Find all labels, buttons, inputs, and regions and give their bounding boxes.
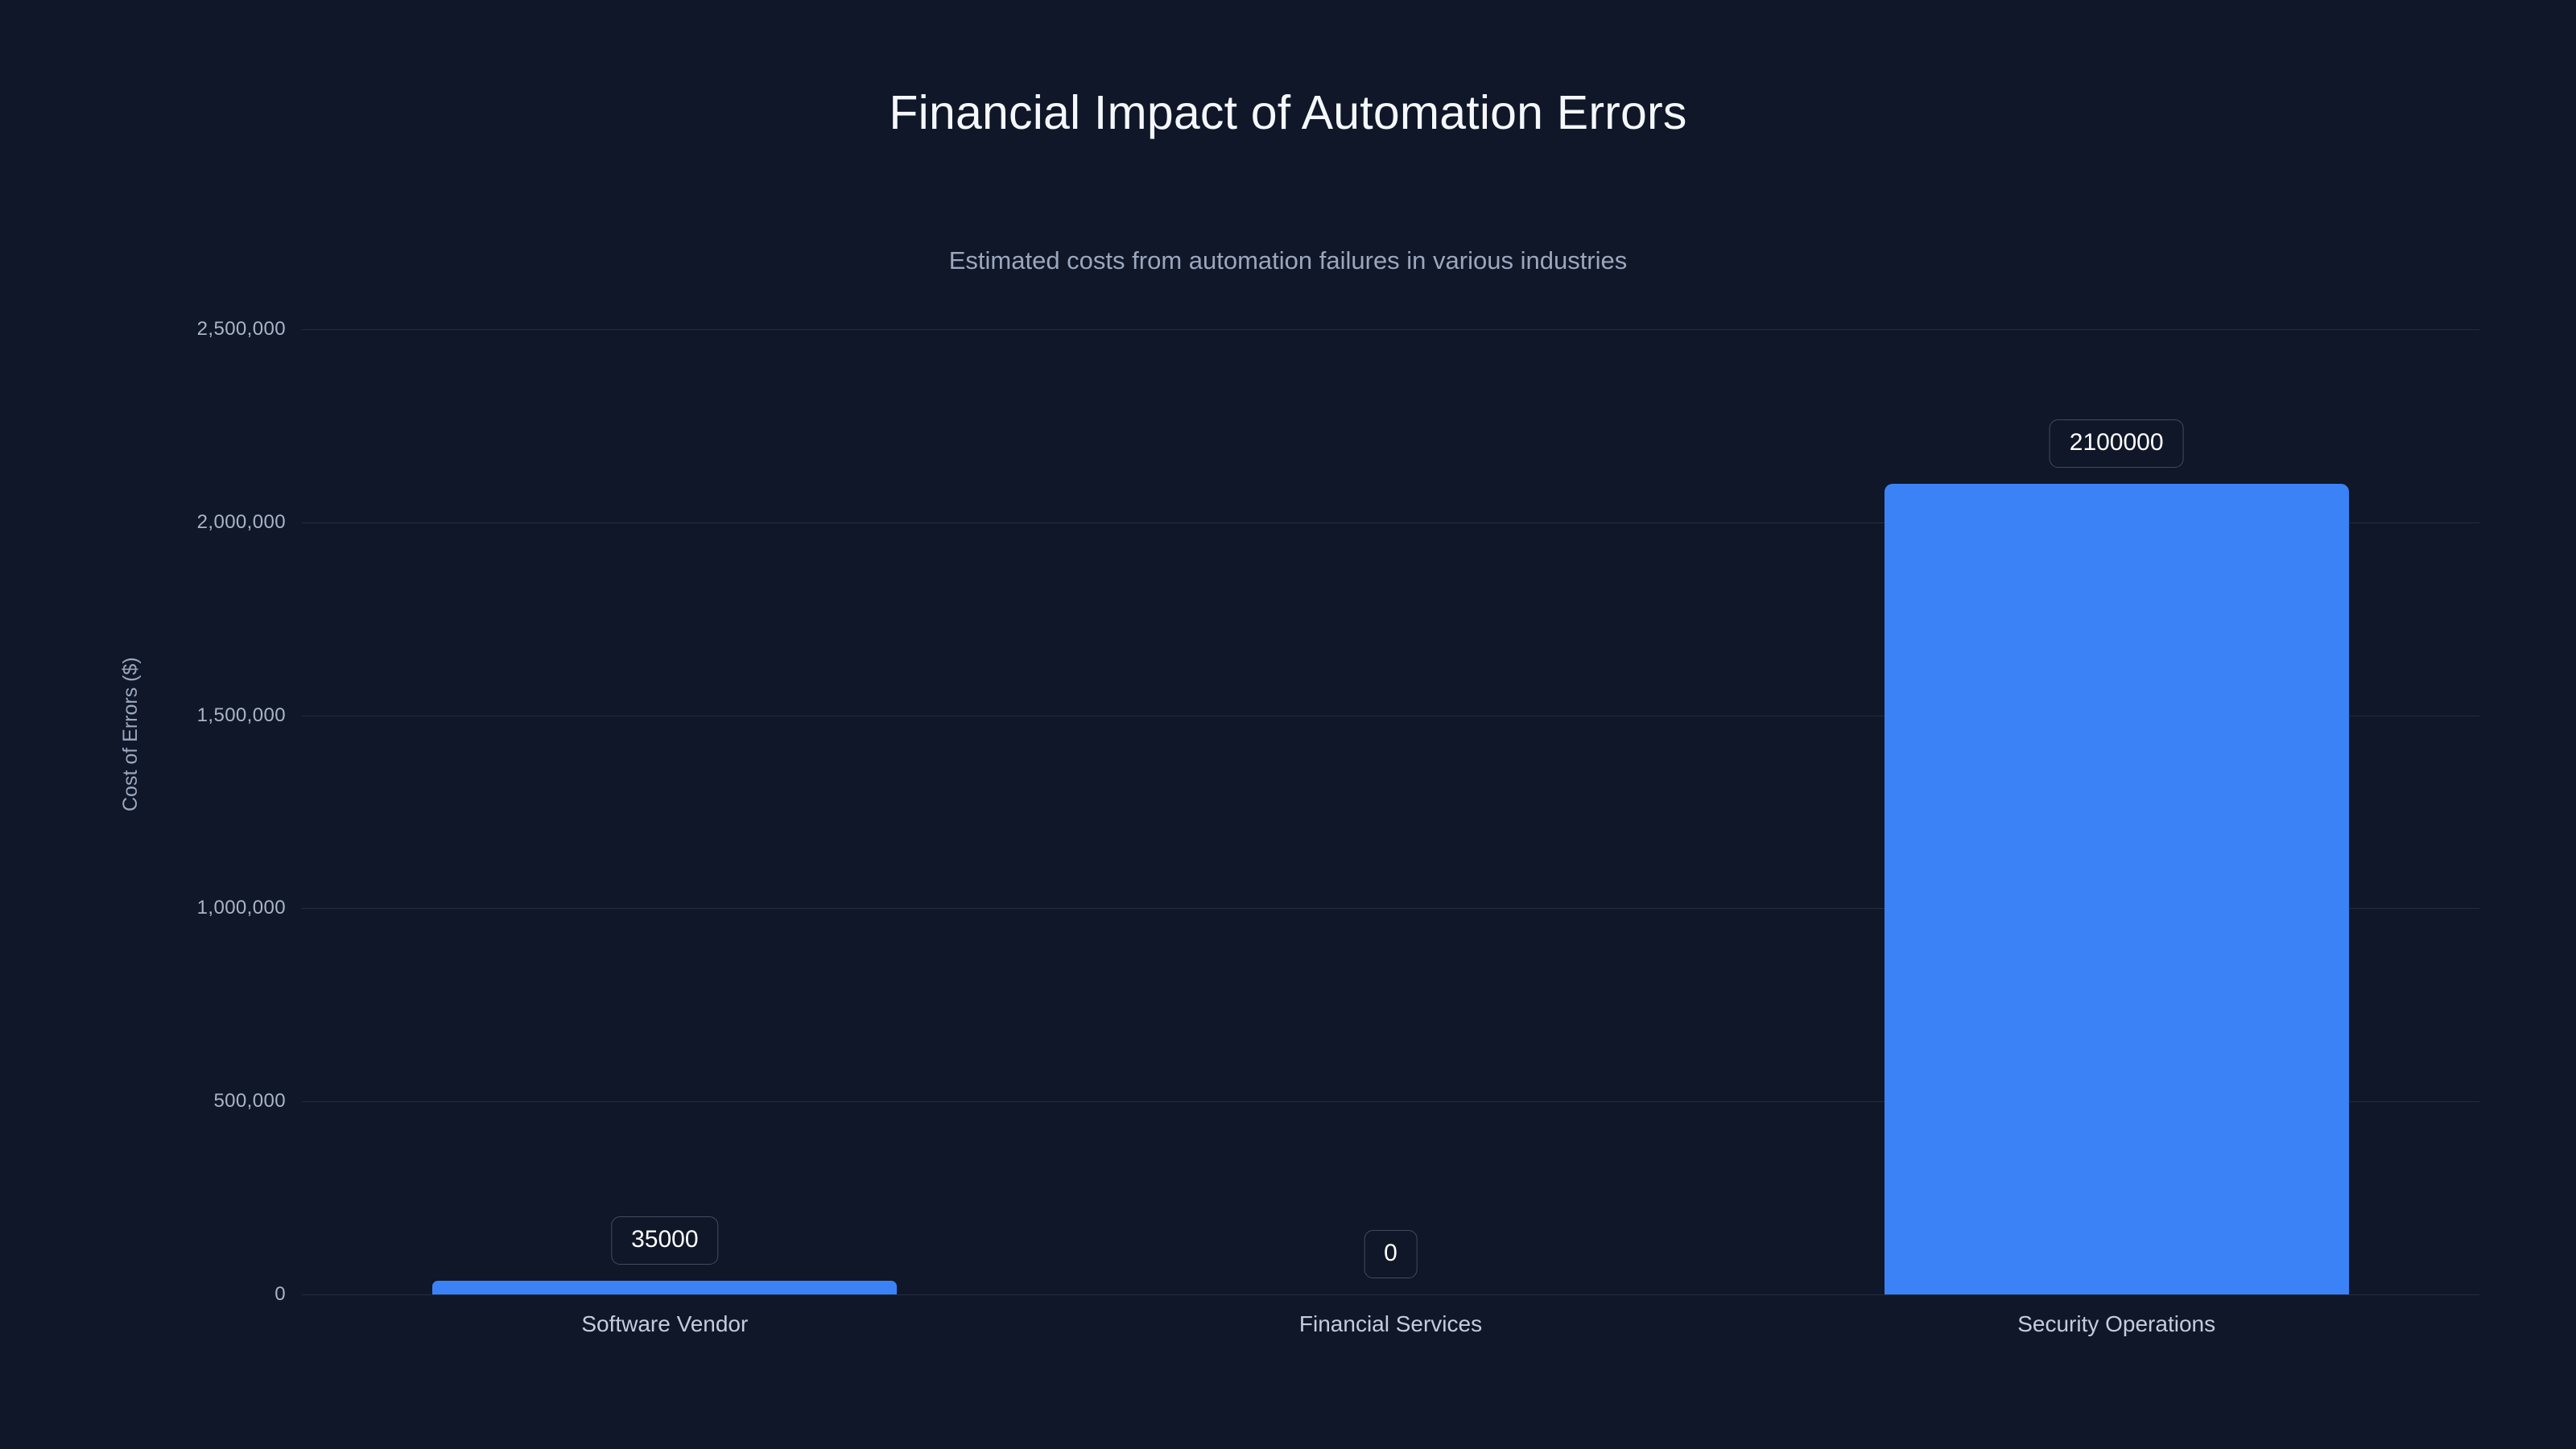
bar-value-label: 35000	[611, 1216, 719, 1265]
plot-area	[302, 329, 2479, 1295]
x-axis-tick-label: Security Operations	[2017, 1311, 2216, 1336]
gridline	[302, 908, 2479, 910]
gridline	[302, 522, 2479, 523]
y-axis-tick-label: 2,500,000	[196, 318, 286, 340]
bar-slot	[432, 329, 898, 1294]
bar-slot	[1884, 329, 2349, 1294]
y-axis-tick-label: 0	[275, 1283, 286, 1305]
bar[interactable]	[1884, 483, 2349, 1294]
y-axis-tick-label: 500,000	[213, 1090, 286, 1113]
bar-value-label: 2100000	[2049, 419, 2184, 468]
gridline	[302, 1101, 2479, 1103]
bar[interactable]	[432, 1281, 898, 1294]
chart-title: Financial Impact of Automation Errors	[889, 86, 1687, 139]
bar-slot	[1158, 329, 1623, 1294]
x-axis-tick-label: Financial Services	[1298, 1311, 1483, 1336]
chart-subtitle: Estimated costs from automation failures…	[948, 246, 1628, 275]
y-axis-tick-label: 2,000,000	[196, 510, 286, 533]
y-axis-tick-label: 1,500,000	[196, 704, 286, 726]
bar-value-label: 0	[1364, 1230, 1418, 1278]
y-axis-tick-label: 1,000,000	[196, 897, 286, 919]
x-axis-tick-label: Software Vendor	[581, 1311, 749, 1336]
gridline	[302, 1294, 2479, 1295]
y-axis-tick-labels: 0 500,000 1,000,000 1,500,000 2,000,000 2,500…	[0, 318, 286, 1305]
gridline	[302, 329, 2479, 330]
